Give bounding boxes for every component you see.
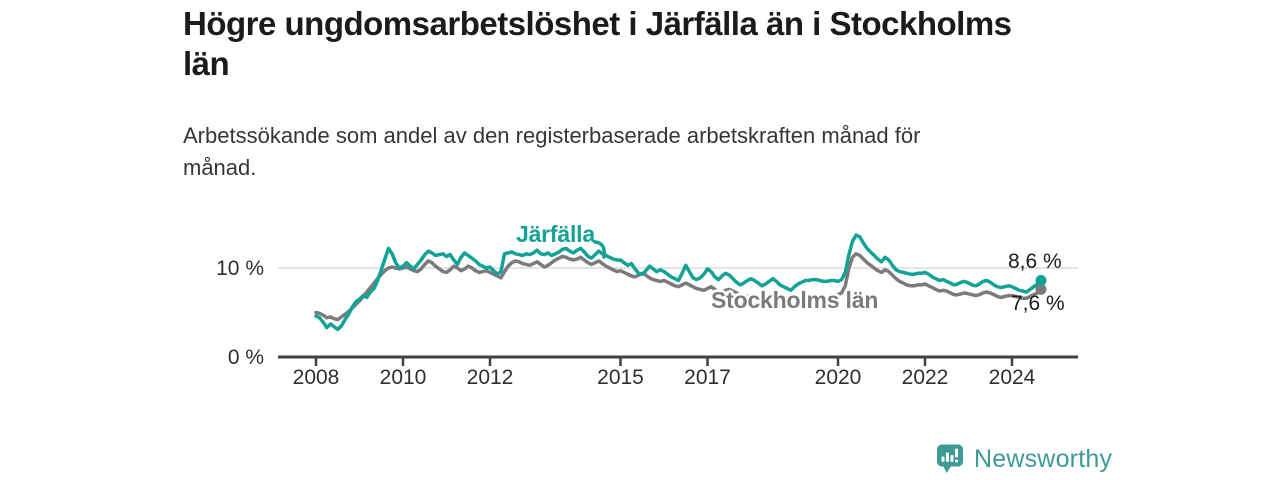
logo-bubble-shape (937, 444, 963, 473)
series-label-jarfalla: Järfälla (516, 221, 595, 247)
jarfalla-label-pointer-icon (593, 240, 607, 259)
x-tick-label: 2012 (467, 366, 514, 389)
series-end-dot-stockholms-län (1035, 283, 1047, 295)
series-end-dot-järfälla (1035, 274, 1047, 286)
x-tick-label: 2015 (597, 366, 644, 389)
x-tick-label: 2024 (989, 366, 1036, 389)
x-tick-label: 2017 (684, 366, 731, 389)
newsworthy-logo-text: Newsworthy (974, 444, 1113, 473)
newsworthy-logo-icon (937, 444, 963, 473)
x-tick-label: 2010 (380, 366, 427, 389)
end-value-jarfalla: 8,6 % (1008, 250, 1062, 273)
x-tick-label: 2022 (902, 366, 949, 389)
chart-subtitle: Arbetssökande som andel av den registerb… (183, 123, 921, 180)
x-tick-label: 2008 (293, 366, 340, 389)
newsworthy-branding: Newsworthy (936, 443, 1112, 475)
y-tick-label: 0 % (228, 346, 264, 369)
chart-title: Högre ungdomsarbetslöshet i Järfälla än … (183, 5, 1012, 82)
series-label-stockholms-lan: Stockholms län (711, 287, 879, 313)
y-tick-label: 10 % (216, 257, 264, 280)
logo-bar-chart-glyph (941, 448, 958, 463)
end-value-stockholms-lan: 7,6 % (1011, 292, 1065, 315)
series-line-stockholms-län (314, 252, 1043, 322)
x-tick-label: 2020 (815, 366, 862, 389)
series-line-järfälla (314, 233, 1043, 332)
